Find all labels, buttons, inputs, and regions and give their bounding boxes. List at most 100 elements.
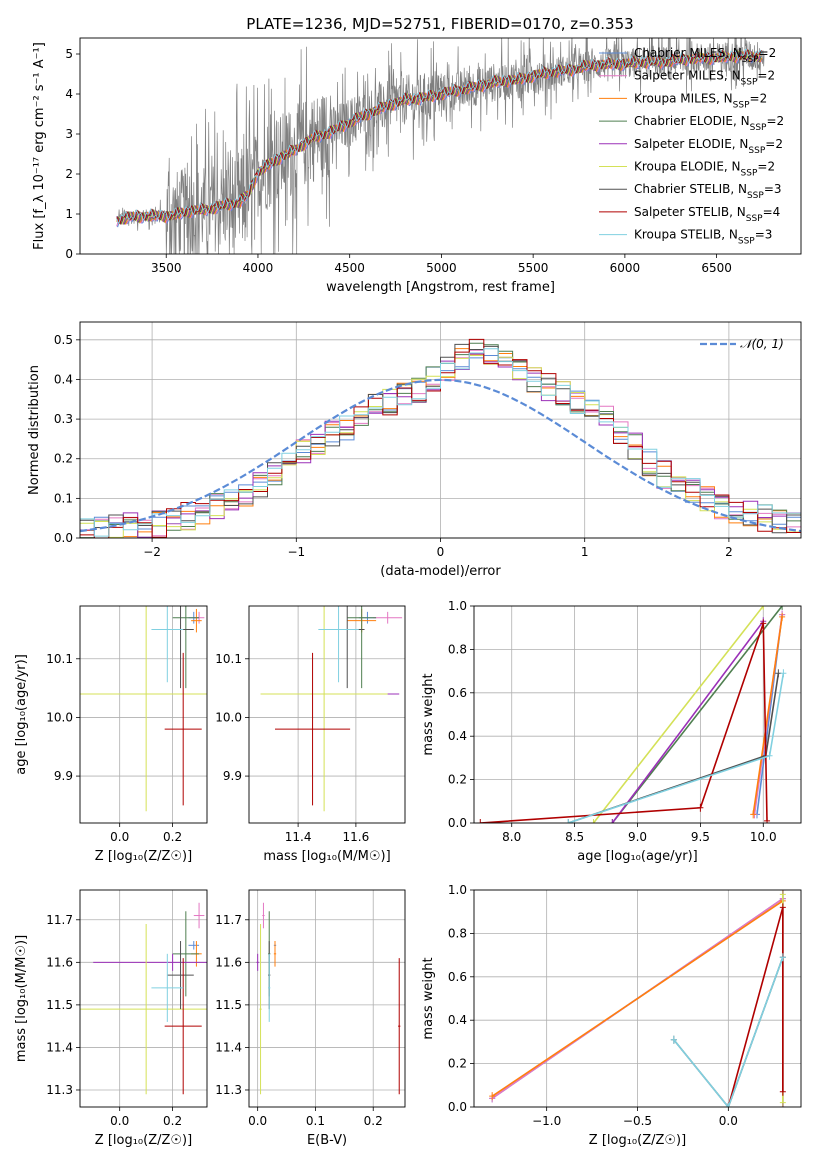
weight-point-salpeter_elodie bbox=[609, 819, 616, 823]
spectrum-panel: 3500 4000 4500 5000 5500 6000 6500 0 1 2 3 4 5 wavele… bbox=[32, 37, 802, 295]
residuals-x-tick-label: −2 bbox=[143, 545, 161, 559]
weight-point-kroupa_stelib bbox=[766, 751, 773, 760]
spectrum-y-axis-label: Flux [f_λ 10⁻¹⁷ erg cm⁻² s⁻¹ A⁻¹] bbox=[32, 42, 47, 250]
weight-point-salpeter_stelib bbox=[760, 619, 767, 628]
spectrum-y-tick-label: 1 bbox=[65, 207, 73, 221]
legend-label-kroupa_stelib: Kroupa STELIB, NSSP=3 bbox=[634, 228, 772, 247]
weight-point-salpeter_stelib bbox=[697, 803, 704, 812]
weight-line-salpeter_stelib bbox=[480, 623, 768, 823]
weight-line-kroupa_miles bbox=[752, 616, 783, 815]
spectrum-x-tick-label: 5500 bbox=[518, 261, 549, 275]
residuals-y-tick-label: 0.4 bbox=[54, 372, 73, 386]
mass_vs_ebv-y-tick-label: 11.4 bbox=[215, 1040, 242, 1054]
legend-label-kroupa_elodie: Kroupa ELODIE, NSSP=2 bbox=[634, 160, 775, 179]
mass_vs_ebv-frame bbox=[248, 889, 406, 1108]
weight-point-salpeter_stelib bbox=[779, 1087, 786, 1096]
weight_vs_Z-y-axis-label: mass weight bbox=[421, 957, 436, 1039]
residuals-y-tick-label: 0.3 bbox=[54, 412, 73, 426]
legend-label-salpeter_elodie: Salpeter ELODIE, NSSP=2 bbox=[634, 137, 783, 156]
weight_vs_age-y-tick-label: 0.2 bbox=[448, 773, 467, 787]
weight_vs_age-y-tick-label: 0.0 bbox=[448, 816, 467, 830]
mass_vs_ebv-y-tick-label: 11.7 bbox=[215, 913, 242, 927]
weight_vs_age-y-tick-label: 0.8 bbox=[448, 642, 467, 656]
weight-line-salpeter_elodie bbox=[611, 620, 764, 823]
spectrum-y-tick-label: 5 bbox=[65, 47, 73, 61]
mass_vs_Z-x-tick-label: 0.2 bbox=[163, 1114, 182, 1128]
weight_vs_age-x-axis-label: age [log₁₀(age/yr)] bbox=[577, 849, 698, 864]
residuals-x-axis-label: (data-model)/error bbox=[380, 564, 501, 579]
mass_vs_Z-y-tick-label: 11.7 bbox=[46, 913, 73, 927]
spectrum-x-axis-label: wavelength [Angstrom, rest frame] bbox=[326, 280, 555, 295]
spectrum-x-tick-label: 4000 bbox=[243, 261, 274, 275]
weight_vs_age-frame bbox=[473, 605, 802, 824]
weight-point-kroupa_stelib bbox=[725, 1103, 732, 1107]
weight-line-salpeter_stelib bbox=[727, 907, 784, 1107]
spectrum-y-tick-label: 4 bbox=[65, 87, 73, 101]
mass_vs_ebv-x-tick-label: 0.2 bbox=[364, 1114, 383, 1128]
spectrum-y-tick-label: 3 bbox=[65, 127, 73, 141]
age_vs_Z-y-tick-label: 10.0 bbox=[46, 710, 73, 724]
weight_vs_Z-y-tick-label: 1.0 bbox=[448, 883, 467, 897]
age_vs_Z-panel: 0.0 0.2 9.9 10.0 10.1 Z [log₁₀(Z/Z☉)] age [log… bbox=[14, 605, 208, 864]
age_vs_mass-x-tick-label: 11.4 bbox=[285, 830, 312, 844]
weight_vs_age-plot-area bbox=[477, 606, 787, 823]
model-spectrum-kroupa_stelib bbox=[116, 48, 763, 225]
weight-line-kroupa_stelib bbox=[568, 673, 785, 823]
weight_vs_Z-y-tick-label: 0.6 bbox=[448, 970, 467, 984]
weight-point-kroupa_elodie bbox=[590, 819, 597, 823]
weight-line-kroupa_elodie bbox=[592, 606, 764, 823]
weight-point-kroupa_stelib bbox=[779, 953, 786, 962]
age_vs_Z-x-axis-label: Z [log₁₀(Z/Z☉)] bbox=[95, 849, 192, 864]
weight-point-kroupa_miles bbox=[779, 612, 786, 621]
residuals-y-tick-label: 0.1 bbox=[54, 491, 73, 505]
weight-point-kroupa_elodie bbox=[760, 606, 767, 610]
histogram-kroupa_stelib bbox=[80, 348, 801, 537]
weight-line-chabrier_elodie bbox=[611, 606, 783, 823]
mass_vs_Z-y-tick-label: 11.6 bbox=[46, 955, 73, 969]
residuals-y-tick-label: 0.2 bbox=[54, 452, 73, 466]
age_vs_Z-frame bbox=[79, 605, 208, 824]
weight_vs_Z-y-tick-label: 0.4 bbox=[448, 1013, 467, 1027]
normal-distribution-curve bbox=[80, 378, 801, 533]
residuals-x-tick-label: 2 bbox=[725, 545, 733, 559]
mass_vs_Z-y-tick-label: 11.3 bbox=[46, 1083, 73, 1097]
residuals-y-axis-label: Normed distribution bbox=[27, 365, 42, 495]
age_vs_Z-y-tick-label: 10.1 bbox=[46, 652, 73, 666]
weight_vs_Z-x-tick-label: −0.5 bbox=[623, 1114, 652, 1128]
residuals-x-tick-label: −1 bbox=[287, 545, 305, 559]
weight_vs_Z-frame bbox=[473, 889, 802, 1108]
weight_vs_Z-y-tick-label: 0.0 bbox=[448, 1100, 467, 1114]
spectrum-x-tick-label: 4500 bbox=[334, 261, 365, 275]
age_vs_mass-x-tick-label: 11.6 bbox=[343, 830, 370, 844]
age_vs_Z-x-tick-label: 0.0 bbox=[110, 830, 129, 844]
weight_vs_age-x-tick-label: 9.5 bbox=[691, 830, 710, 844]
weight-point-chabrier_stelib bbox=[775, 669, 782, 678]
mass_vs_ebv-x-tick-label: 0.0 bbox=[248, 1114, 267, 1128]
weight_vs_age-y-tick-label: 0.6 bbox=[448, 686, 467, 700]
weight-point-kroupa_miles bbox=[750, 810, 757, 819]
residuals-grid bbox=[80, 322, 801, 539]
residuals-x-tick-label: 1 bbox=[581, 545, 589, 559]
weight_vs_Z-x-tick-label: −1.0 bbox=[532, 1114, 561, 1128]
age_vs_Z-grid bbox=[80, 606, 207, 823]
figure-title: PLATE=1236, MJD=52751, FIBERID=0170, z=0… bbox=[246, 15, 633, 33]
weight_vs_Z-y-tick-label: 0.8 bbox=[448, 926, 467, 940]
weight-point-kroupa_stelib bbox=[565, 819, 572, 823]
weight_vs_age-y-axis-label: mass weight bbox=[421, 673, 436, 755]
mass_vs_Z-y-axis-label: mass [log₁₀(M/M☉)] bbox=[14, 935, 29, 1062]
mass_vs_Z-panel: 0.0 0.2 11.3 11.4 11.5 11.6 11.7 Z [log₁₀(Z/Z☉)… bbox=[14, 889, 208, 1148]
residuals-plot-area bbox=[80, 338, 801, 538]
mass_vs_Z-frame bbox=[79, 889, 208, 1108]
spectrum-x-tick-label: 6500 bbox=[701, 261, 732, 275]
spectrum-x-tick-label: 3500 bbox=[151, 261, 182, 275]
mass_vs_Z-x-axis-label: Z [log₁₀(Z/Z☉)] bbox=[95, 1133, 192, 1148]
spectrum-y-tick-label: 0 bbox=[65, 247, 73, 261]
weight_vs_Z-y-tick-label: 0.2 bbox=[448, 1057, 467, 1071]
weight_vs_age-panel: 8.0 8.5 9.0 9.5 10.0 0.0 0.2 0.4 0.6 0.8 1.0 age [l… bbox=[421, 599, 802, 864]
weight-line-kroupa_miles bbox=[491, 900, 784, 1097]
age_vs_mass-y-tick-label: 10.1 bbox=[215, 652, 242, 666]
weight_vs_age-x-tick-label: 9.0 bbox=[628, 830, 647, 844]
residuals-x-tick-label: 0 bbox=[437, 545, 445, 559]
